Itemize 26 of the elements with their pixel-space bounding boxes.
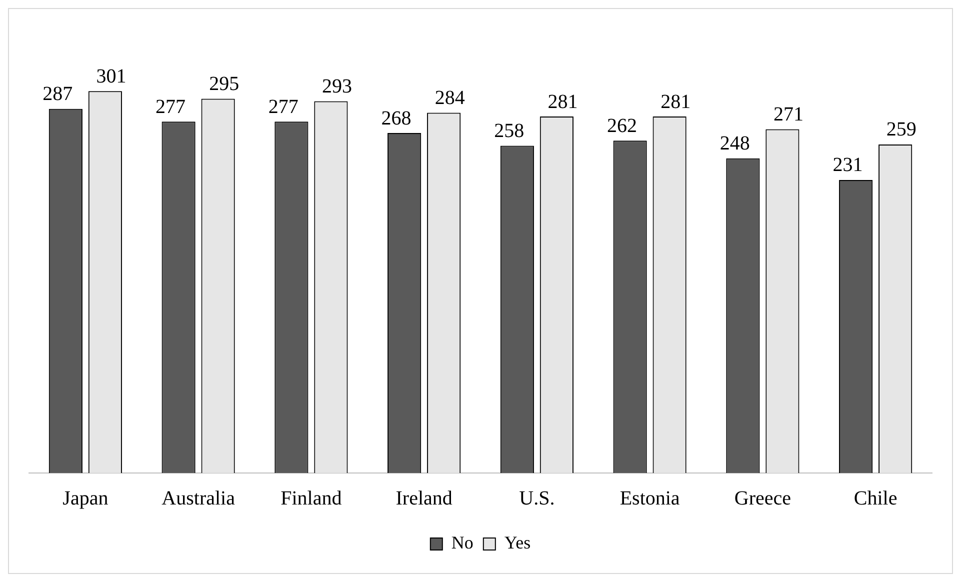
data-label: 259: [886, 118, 916, 141]
x-tick-label: Chile: [854, 487, 898, 510]
x-tick-label: Japan: [62, 487, 108, 510]
data-label: 231: [832, 154, 863, 176]
x-tick-label: Ireland: [396, 487, 452, 510]
data-label: 271: [773, 103, 804, 126]
data-label: 277: [156, 96, 186, 118]
data-label: 268: [381, 107, 412, 130]
data-label: 248: [720, 132, 750, 155]
data-label: 277: [268, 96, 298, 118]
legend-label: No: [451, 532, 474, 553]
data-label: 284: [434, 86, 465, 109]
x-tick-label: Australia: [162, 487, 236, 510]
x-tick-label: Estonia: [620, 487, 680, 510]
data-label: 281: [660, 90, 691, 113]
data-label: 295: [209, 73, 240, 96]
x-tick-label: U.S.: [519, 487, 555, 510]
data-label: 287: [42, 83, 73, 106]
data-label: 281: [548, 90, 578, 113]
data-label: 262: [607, 114, 638, 137]
x-tick-label: Finland: [280, 487, 342, 510]
data-label: 293: [322, 76, 352, 98]
legend-label: Yes: [504, 532, 531, 553]
data-label: 301: [96, 65, 126, 88]
data-label: 258: [494, 120, 524, 142]
x-tick-label: Greece: [734, 487, 792, 510]
